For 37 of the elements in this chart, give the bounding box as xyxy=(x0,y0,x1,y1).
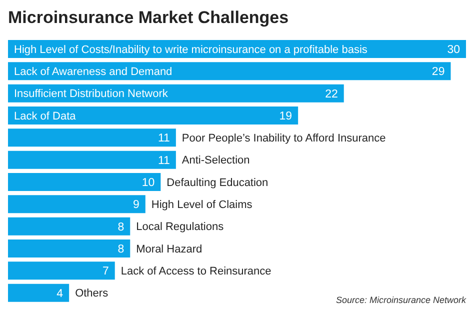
y-tick-label: Anti-Selection xyxy=(182,154,250,167)
data-label: 7 xyxy=(102,266,109,278)
data-label: 22 xyxy=(325,88,338,100)
data-label: 8 xyxy=(118,221,124,234)
data-label: 10 xyxy=(142,177,155,190)
bar xyxy=(8,106,298,124)
data-label: 11 xyxy=(158,132,170,145)
y-tick-label: Poor People’s Inability to Afford Insurance xyxy=(182,132,386,145)
y-tick-label: Local Regulations xyxy=(136,221,224,234)
y-tick-label: Others xyxy=(75,288,109,300)
y-tick-label: Defaulting Education xyxy=(166,176,268,189)
y-tick-label: High Level of Costs/Inability to write microinsurance on a profitable basis xyxy=(14,44,368,56)
data-label: 11 xyxy=(158,154,170,167)
y-tick-label: Insufficient Distribution Network xyxy=(14,88,168,100)
data-label: 30 xyxy=(447,44,460,56)
y-tick-label: Lack of Awareness and Demand xyxy=(14,66,172,78)
bar xyxy=(8,62,451,80)
data-label: 19 xyxy=(279,110,292,123)
bar xyxy=(8,240,130,258)
bar xyxy=(8,150,176,169)
annotation: Source: Microinsurance Network xyxy=(336,295,466,305)
bar xyxy=(8,173,161,191)
chart-title: Microinsurance Market Challenges xyxy=(8,8,289,28)
y-tick-label: Lack of Access to Reinsurance xyxy=(120,266,272,278)
y-tick-label: High Level of Claims xyxy=(151,199,253,212)
data-label: 4 xyxy=(56,288,64,300)
data-label: 8 xyxy=(118,244,124,256)
bar xyxy=(8,262,115,280)
data-label: 29 xyxy=(432,66,445,78)
bar xyxy=(8,284,70,302)
bar xyxy=(8,84,344,102)
bar xyxy=(8,217,130,236)
y-tick-label: Lack of Data xyxy=(14,110,77,122)
bar xyxy=(8,128,176,147)
bar xyxy=(8,195,146,214)
data-label: 9 xyxy=(132,199,140,212)
y-tick-label: Moral Hazard xyxy=(136,243,202,256)
